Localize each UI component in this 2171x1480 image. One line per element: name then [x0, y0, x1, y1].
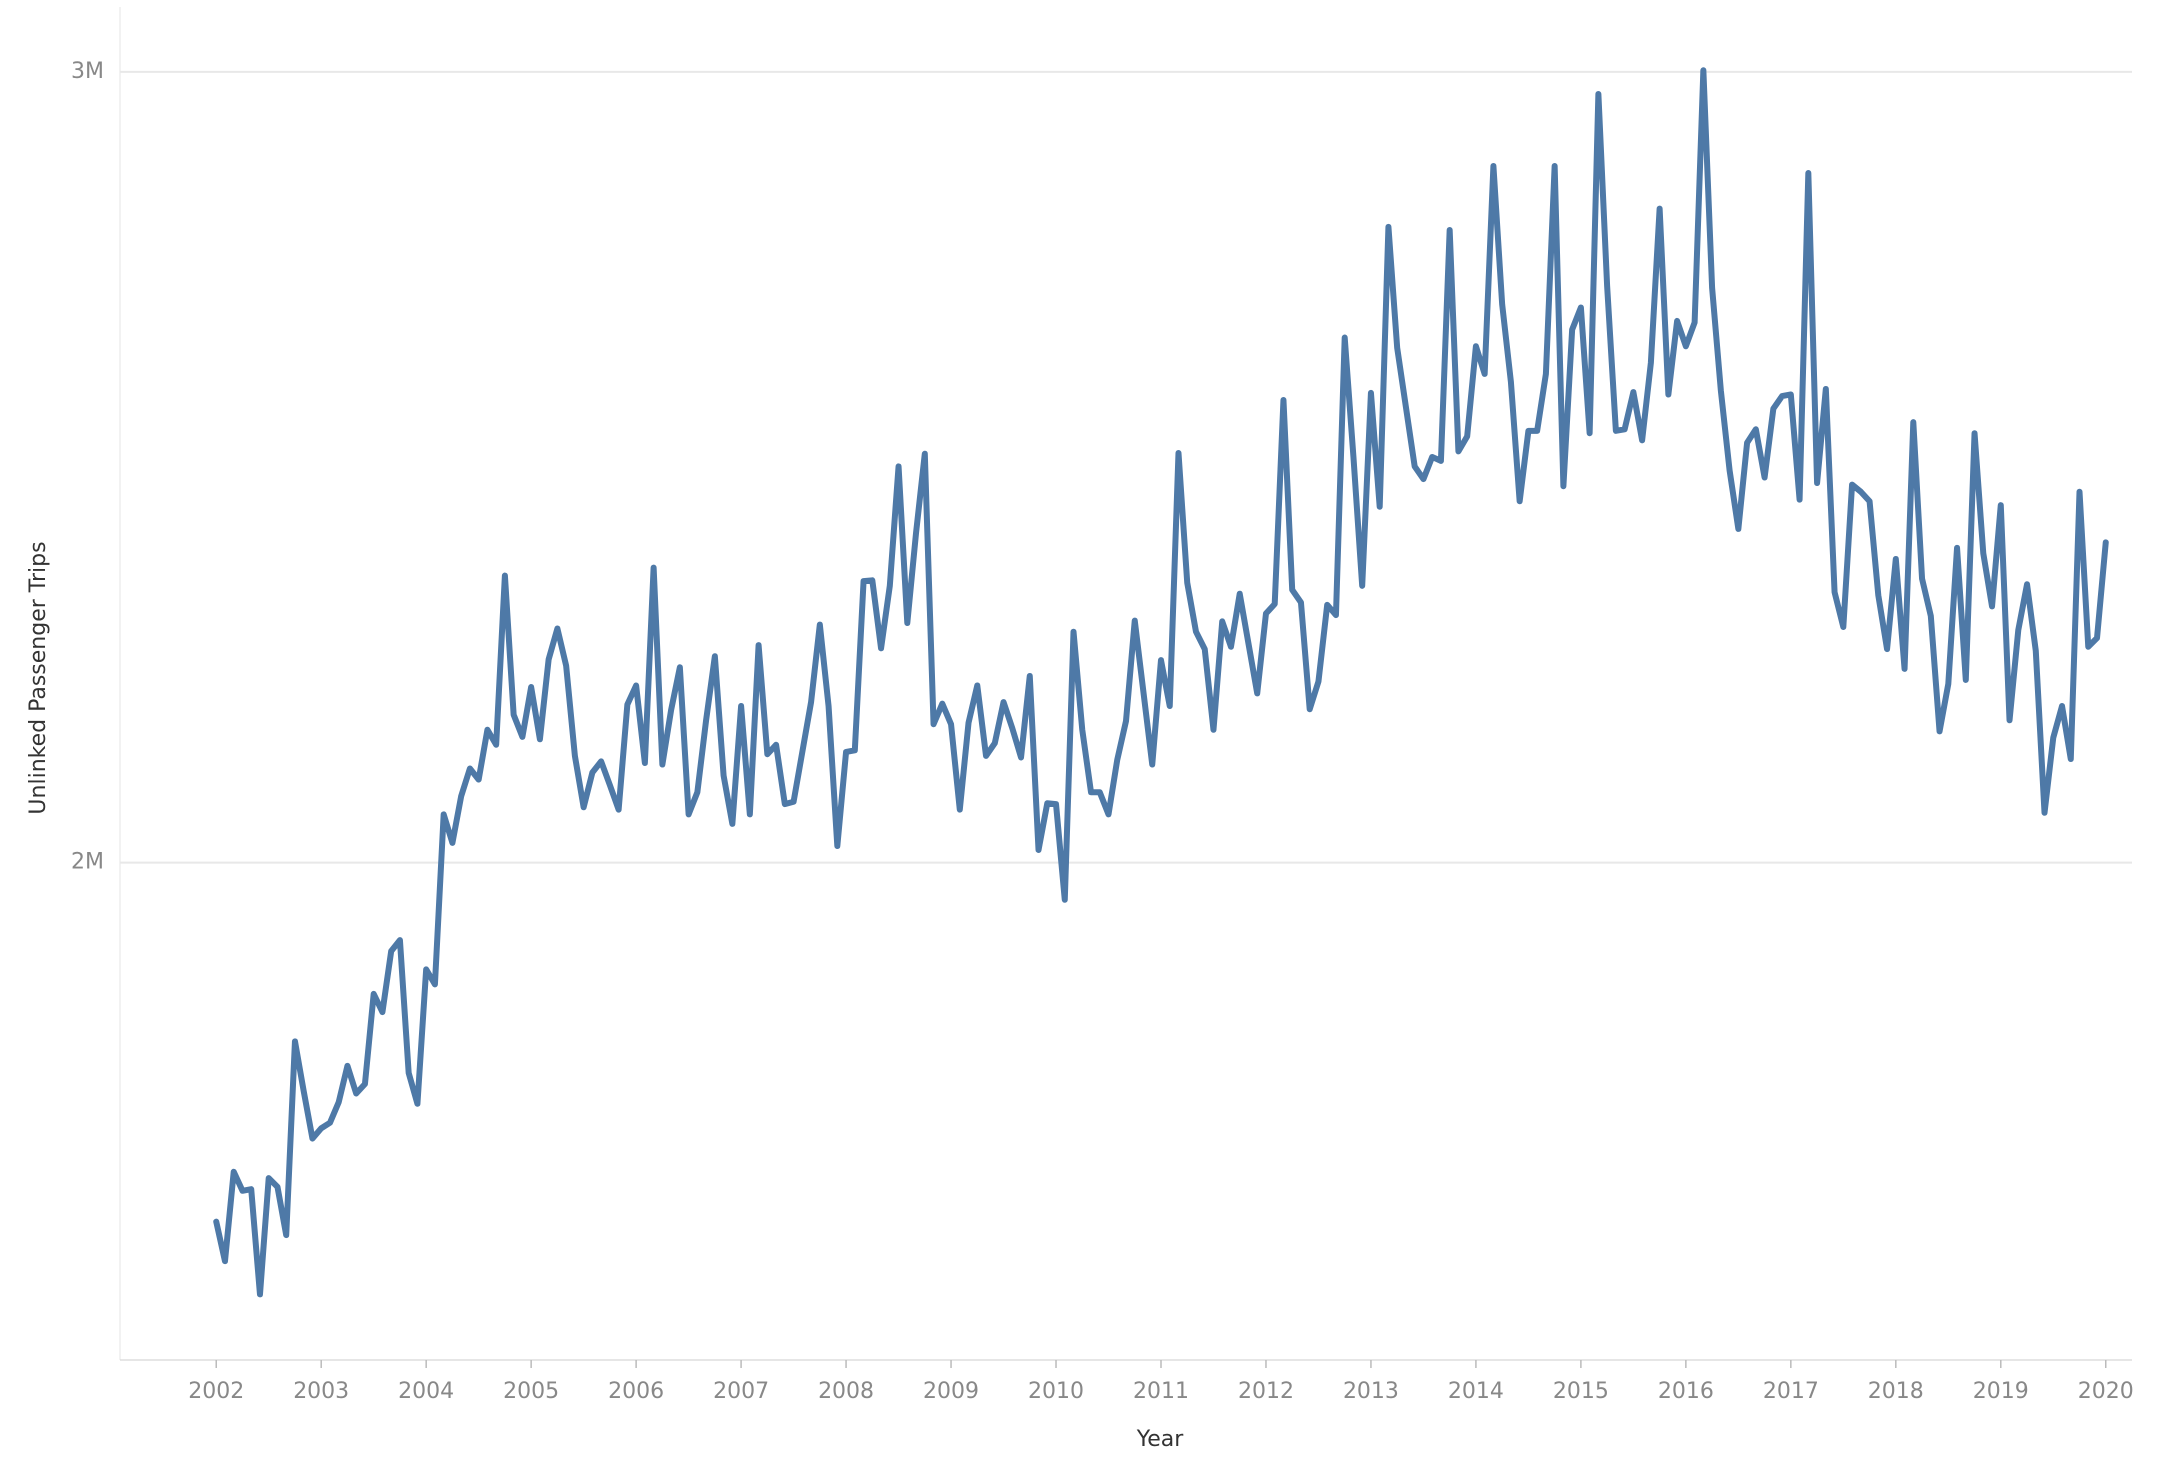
x-tick-label: 2017 — [1763, 1379, 1819, 1404]
x-tick-label: 2019 — [1973, 1379, 2029, 1404]
x-tick-label: 2004 — [398, 1379, 454, 1404]
x-tick-label: 2009 — [923, 1379, 979, 1404]
x-tick-label: 2016 — [1658, 1379, 1714, 1404]
x-axis-title: Year — [1136, 1427, 1185, 1452]
x-tick-label: 2014 — [1448, 1379, 1504, 1404]
x-tick-label: 2020 — [2078, 1379, 2134, 1404]
y-tick-label: 2M — [71, 850, 104, 875]
x-tick-label: 2002 — [188, 1379, 244, 1404]
x-tick-label: 2012 — [1238, 1379, 1294, 1404]
x-tick-label: 2006 — [608, 1379, 664, 1404]
y-tick-label: 3M — [71, 59, 104, 84]
x-tick-label: 2013 — [1343, 1379, 1399, 1404]
x-tick-label: 2015 — [1553, 1379, 1609, 1404]
x-tick-label: 2005 — [503, 1379, 559, 1404]
x-tick-label: 2010 — [1028, 1379, 1084, 1404]
line — [213, 67, 2109, 1298]
x-tick-label: 2018 — [1868, 1379, 1924, 1404]
x-tick-label: 2011 — [1133, 1379, 1189, 1404]
x-tick-label: 2007 — [713, 1379, 769, 1404]
y-axis-title: Unlinked Passenger Trips — [26, 541, 51, 814]
x-tick-label: 2008 — [818, 1379, 874, 1404]
x-tick-label: 2003 — [293, 1379, 349, 1404]
